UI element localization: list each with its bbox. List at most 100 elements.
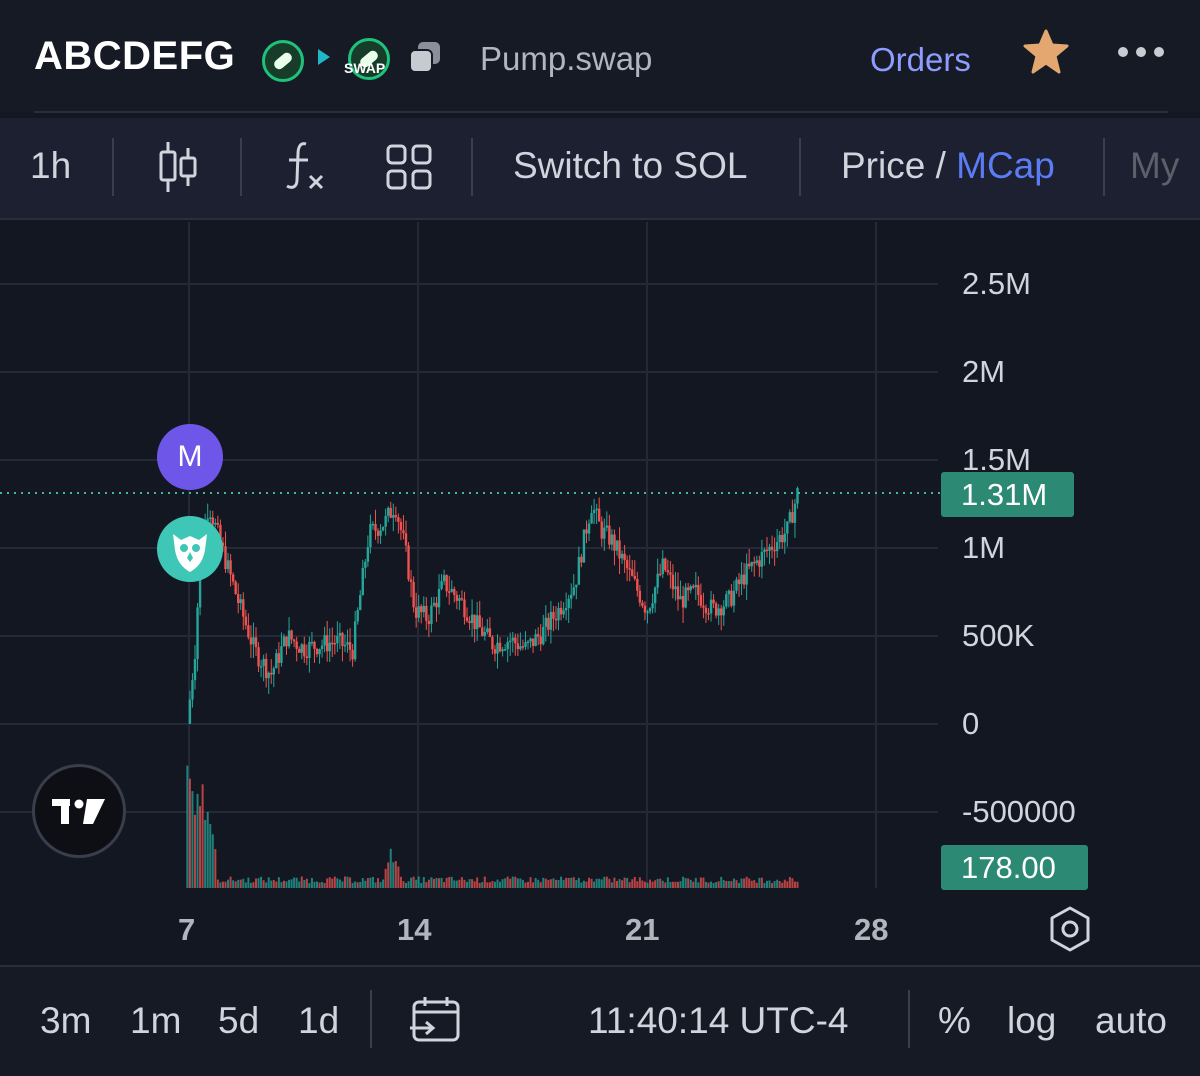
volume-bar: [735, 880, 738, 888]
volume-bar: [288, 879, 291, 888]
dex-name[interactable]: Pump.swap: [480, 40, 653, 77]
candle-body: [432, 602, 436, 606]
my-button[interactable]: My: [1130, 145, 1180, 186]
candle-body: [277, 653, 281, 663]
marker-badge[interactable]: M: [157, 424, 223, 490]
price-mcap-toggle[interactable]: Price / MCap: [841, 145, 1055, 187]
copy-icon[interactable]: [408, 40, 442, 74]
log-scale-button[interactable]: log: [1007, 1000, 1057, 1041]
volume-bar: [204, 819, 207, 888]
volume-bar: [232, 880, 235, 888]
candle-body: [465, 617, 469, 622]
range-1m-button[interactable]: 1m: [130, 1000, 182, 1041]
range-1d-button[interactable]: 1d: [298, 1000, 340, 1041]
volume-bar: [509, 878, 512, 888]
candle-body: [481, 627, 484, 636]
calendar-goto-icon[interactable]: [408, 994, 462, 1044]
volume-bar: [636, 881, 639, 888]
candle-body: [300, 644, 303, 653]
token-name[interactable]: ABCDEFG: [34, 34, 236, 78]
candle-body: [318, 649, 321, 655]
candle-body: [267, 672, 270, 679]
volume-bar: [651, 881, 654, 888]
swap-icon[interactable]: [348, 38, 390, 80]
more-icon[interactable]: [1116, 44, 1166, 60]
tradingview-logo[interactable]: [32, 764, 126, 858]
volume-bar: [595, 878, 598, 888]
candle-body: [643, 605, 647, 613]
settings-icon[interactable]: [1046, 904, 1094, 954]
candle-body: [191, 680, 194, 700]
volume-bar: [679, 881, 682, 888]
candle-body: [404, 533, 408, 546]
layout-icon[interactable]: [386, 144, 432, 190]
last-price-tag: 1.31M: [941, 472, 1074, 517]
candle-body: [664, 558, 667, 571]
volume-bar: [255, 878, 258, 888]
volume-bar: [549, 879, 552, 888]
star-icon[interactable]: [1022, 28, 1070, 76]
range-3m-button[interactable]: 3m: [40, 1000, 92, 1041]
candle-body: [605, 525, 609, 528]
candle-body: [659, 573, 662, 576]
volume-bars: [186, 765, 799, 888]
chart-clock[interactable]: 11:40:14 UTC-4: [588, 1000, 849, 1041]
x-tick-label: 21: [625, 912, 660, 947]
candle-body: [290, 630, 293, 640]
candle-body: [407, 545, 410, 580]
candle-body: [244, 616, 248, 626]
candle-body: [397, 517, 400, 522]
candle-body: [509, 640, 512, 643]
volume-bar: [318, 882, 321, 888]
candle-body: [597, 508, 601, 522]
candle-body: [610, 534, 614, 545]
toolbar-divider: [0, 218, 1200, 220]
volume-bar: [720, 876, 723, 888]
percent-scale-button[interactable]: %: [938, 1000, 971, 1041]
chart-grid: [0, 222, 938, 888]
owl-icon[interactable]: [157, 516, 223, 582]
candle-body: [506, 641, 509, 650]
candle-body: [409, 579, 413, 582]
candle-body: [773, 549, 776, 552]
candle-body: [209, 517, 212, 519]
volume-bar: [582, 880, 585, 888]
volume-bar: [598, 878, 601, 888]
candle-body: [572, 587, 575, 595]
volume-bar: [717, 881, 720, 888]
volume-bar: [455, 880, 458, 888]
pill-icon[interactable]: [262, 40, 304, 82]
volume-bar: [707, 882, 710, 888]
candle-body: [567, 598, 570, 609]
candle-body: [338, 632, 342, 636]
volume-bar: [460, 877, 463, 888]
auto-scale-button[interactable]: auto: [1095, 1000, 1168, 1041]
y-tick-label: 1.5M: [962, 442, 1031, 477]
candle-body: [270, 672, 273, 675]
volume-bar: [394, 861, 397, 888]
volume-bar: [191, 791, 194, 888]
volume-bar: [338, 879, 341, 888]
volume-bar: [626, 877, 629, 888]
volume-bar: [702, 877, 705, 888]
price-chart[interactable]: [0, 220, 1200, 965]
candlestick-icon[interactable]: [158, 140, 198, 194]
volume-bar: [308, 883, 311, 888]
candle-body: [549, 611, 553, 630]
candle-body: [582, 529, 586, 563]
indicators-icon[interactable]: [284, 140, 326, 192]
volume-bar: [499, 881, 502, 888]
candle-body: [775, 541, 779, 552]
volume-bar: [506, 876, 509, 888]
range-5d-button[interactable]: 5d: [218, 1000, 260, 1041]
volume-bar: [384, 868, 387, 888]
volume-bar: [577, 877, 580, 888]
switch-to-sol-button[interactable]: Switch to SOL: [513, 145, 748, 186]
volume-bar: [600, 879, 603, 888]
volume-bar: [745, 876, 748, 888]
volume-bar: [196, 793, 199, 888]
interval-button[interactable]: 1h: [30, 145, 72, 186]
candle-body: [740, 574, 743, 585]
candle-body: [331, 642, 334, 645]
orders-link[interactable]: Orders: [870, 41, 971, 78]
